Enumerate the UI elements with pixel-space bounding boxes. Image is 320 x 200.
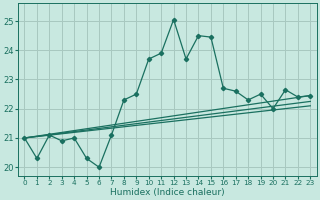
X-axis label: Humidex (Indice chaleur): Humidex (Indice chaleur): [110, 188, 225, 197]
